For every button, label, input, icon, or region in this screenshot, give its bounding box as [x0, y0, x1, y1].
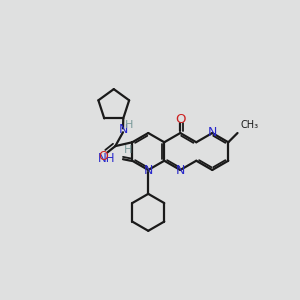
Text: N: N	[144, 164, 153, 177]
Text: O: O	[175, 113, 185, 126]
Text: N: N	[208, 126, 217, 139]
Text: N: N	[119, 123, 128, 136]
Text: N: N	[176, 164, 185, 177]
Text: O: O	[98, 150, 108, 164]
Text: H: H	[123, 145, 132, 155]
Text: H: H	[125, 120, 134, 130]
Text: CH₃: CH₃	[241, 120, 259, 130]
Text: NH: NH	[98, 152, 115, 165]
